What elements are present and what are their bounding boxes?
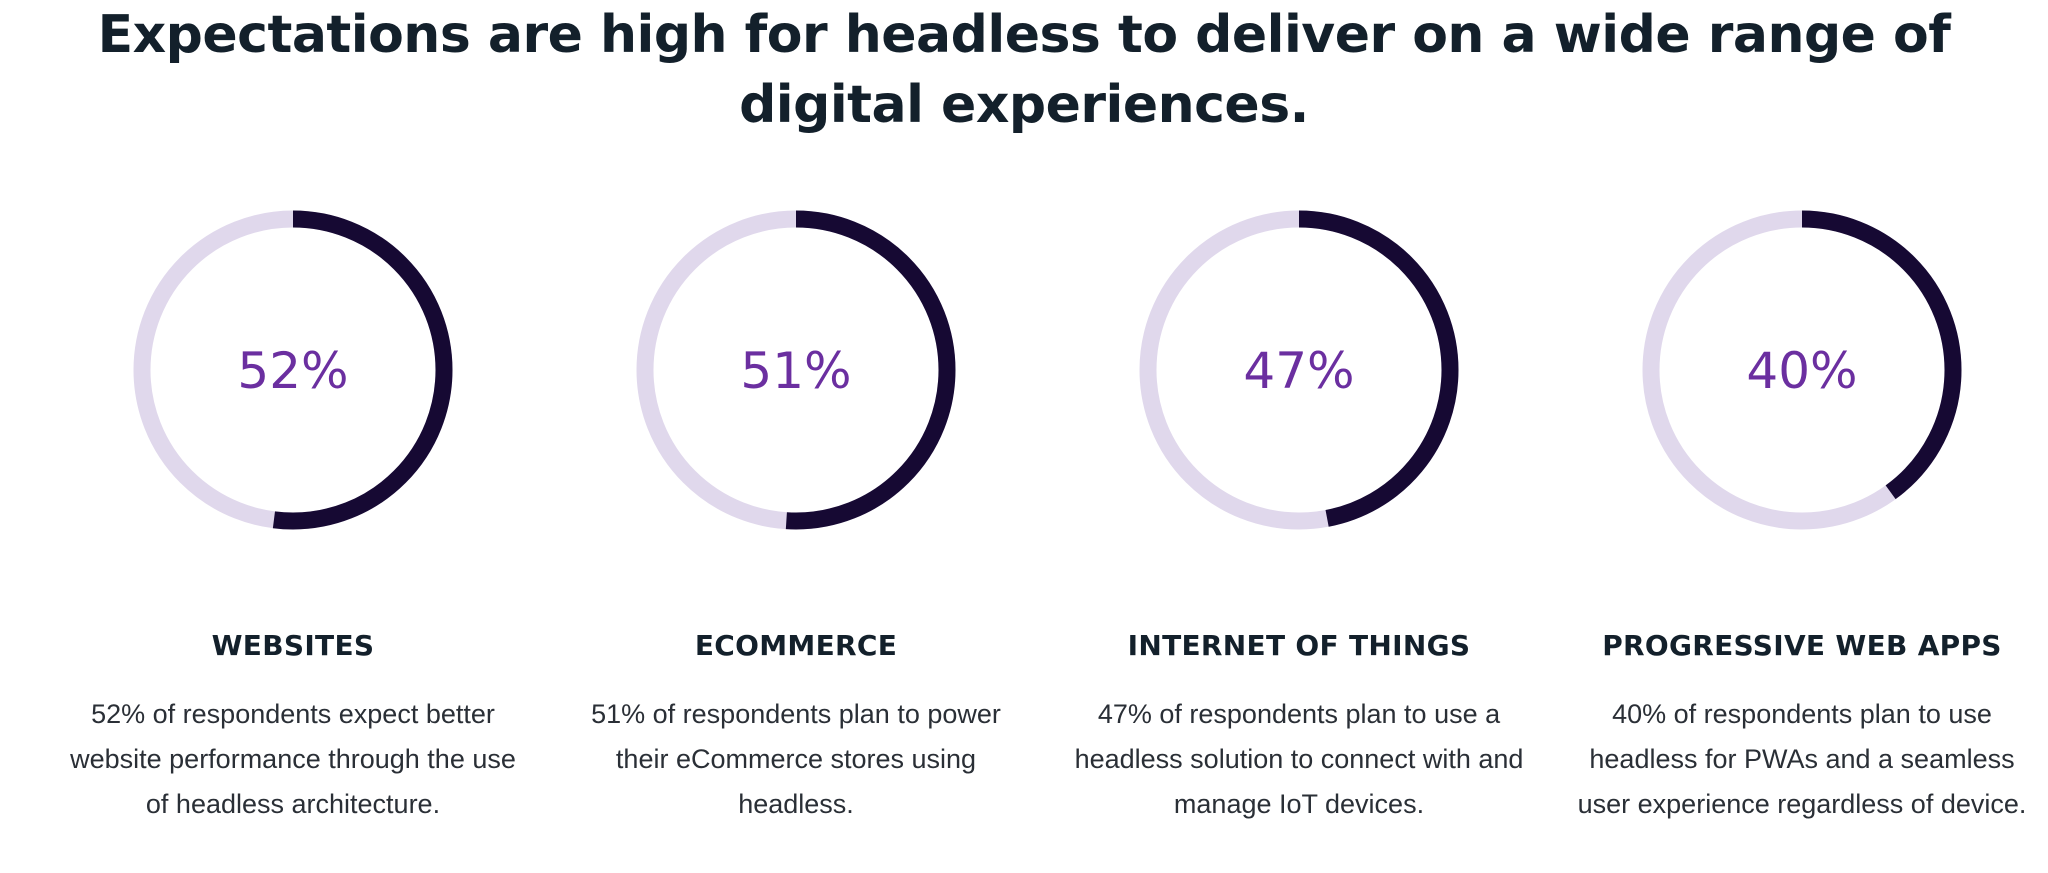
page-title: Expectations are high for headless to de… bbox=[0, 0, 2048, 140]
progress-ring-ecommerce: 51% bbox=[636, 210, 956, 530]
stat-description-ecommerce: 51% of respondents plan to power their e… bbox=[591, 699, 1001, 819]
stat-ecommerce: 51% ECOMMERCE 51% of respondents plan to… bbox=[546, 205, 1046, 827]
page-title-line-2: digital experiences. bbox=[739, 75, 1309, 135]
ring-progress-ecommerce bbox=[636, 210, 956, 530]
ring-progress-progressive-web-apps bbox=[1642, 210, 1962, 530]
stat-description-progressive-web-apps: 40% of respondents plan to use headless … bbox=[1577, 699, 2027, 819]
progress-ring-progressive-web-apps: 40% bbox=[1642, 210, 1962, 530]
stat-description-websites: 52% of respondents expect better website… bbox=[70, 699, 516, 819]
ring-progress-internet-of-things bbox=[1139, 210, 1459, 530]
stat-title-internet-of-things: INTERNET OF THINGS bbox=[1127, 629, 1471, 662]
percent-value-internet-of-things: 47% bbox=[1243, 342, 1354, 400]
stat-progressive-web-apps: 40% PROGRESSIVE WEB APPS 40% of responde… bbox=[1552, 205, 2048, 827]
progress-ring-websites: 52% bbox=[133, 210, 453, 530]
stat-title-ecommerce: ECOMMERCE bbox=[694, 629, 898, 662]
ring-progress-websites bbox=[133, 210, 453, 530]
percent-value-websites: 52% bbox=[237, 342, 348, 400]
stat-websites: 52% WEBSITES 52% of respondents expect b… bbox=[43, 205, 543, 827]
page-title-line-1: Expectations are high for headless to de… bbox=[97, 5, 1951, 65]
stat-title-websites: WEBSITES bbox=[211, 629, 375, 662]
stat-title-progressive-web-apps: PROGRESSIVE WEB APPS bbox=[1602, 629, 2002, 662]
stat-description-internet-of-things: 47% of respondents plan to use a headles… bbox=[1074, 699, 1524, 819]
stat-internet-of-things: 47% INTERNET OF THINGS 47% of respondent… bbox=[1049, 205, 1549, 827]
percent-value-ecommerce: 51% bbox=[740, 342, 851, 400]
progress-ring-internet-of-things: 47% bbox=[1139, 210, 1459, 530]
percent-value-progressive-web-apps: 40% bbox=[1746, 342, 1857, 400]
